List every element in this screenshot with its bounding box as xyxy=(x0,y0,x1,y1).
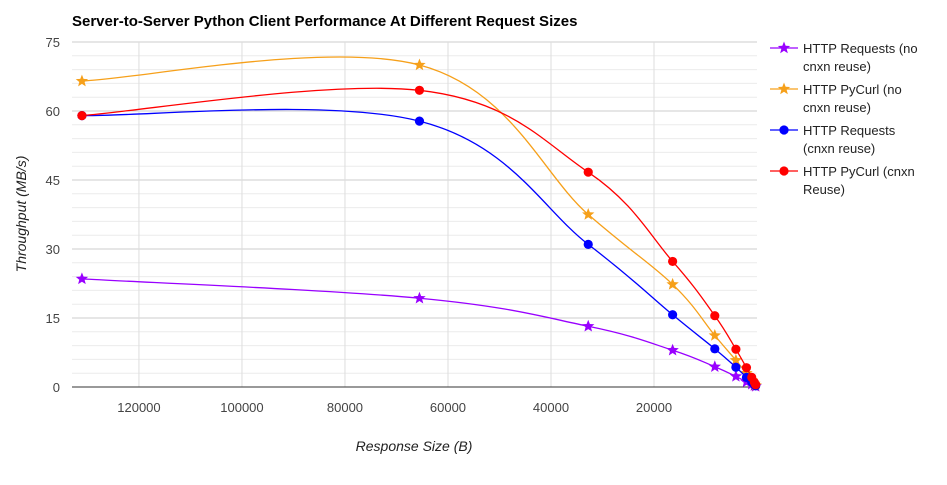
legend-marker xyxy=(777,82,791,95)
x-tick-label: 120000 xyxy=(117,400,160,415)
data-point xyxy=(77,111,87,121)
series-4 xyxy=(77,85,761,390)
data-point xyxy=(731,362,741,372)
data-point xyxy=(583,239,593,249)
legend-label: HTTP Requests xyxy=(803,123,896,138)
data-point xyxy=(710,344,720,354)
data-point xyxy=(731,344,741,354)
legend-item[interactable]: HTTP Requests (cnxn reuse) xyxy=(770,123,896,156)
x-axis-title: Response Size (B) xyxy=(356,438,473,454)
y-tick-label: 60 xyxy=(46,104,60,119)
data-point xyxy=(413,58,426,71)
legend-label: HTTP PyCurl (no xyxy=(803,82,902,97)
legend-label: cnxn reuse) xyxy=(803,59,871,74)
grid xyxy=(72,41,757,387)
legend-marker xyxy=(777,41,791,54)
legend-item[interactable]: HTTP PyCurl (no cnxn reuse) xyxy=(770,82,902,115)
x-tick-label: 40000 xyxy=(533,400,569,415)
legend-label: HTTP PyCurl (cnxn xyxy=(803,164,915,179)
series-group xyxy=(75,56,762,392)
y-tick-label: 0 xyxy=(53,380,60,395)
legend-label: (cnxn reuse) xyxy=(803,141,875,156)
data-point xyxy=(710,311,720,321)
data-point xyxy=(729,369,743,382)
data-point xyxy=(413,291,426,304)
data-point xyxy=(582,319,595,332)
data-point xyxy=(751,380,761,390)
x-tick-label: 20000 xyxy=(636,400,672,415)
data-point xyxy=(75,74,89,87)
data-point xyxy=(582,208,595,220)
x-tick-label: 60000 xyxy=(430,400,466,415)
series-line xyxy=(81,87,757,386)
y-tick-label: 45 xyxy=(46,173,60,188)
data-point xyxy=(729,353,743,366)
data-point xyxy=(414,85,425,95)
y-tick-label: 30 xyxy=(46,242,60,257)
y-tick-label: 15 xyxy=(46,311,60,326)
legend-marker xyxy=(779,166,789,176)
data-point xyxy=(666,277,679,290)
data-point xyxy=(708,360,721,373)
y-tick-label: 75 xyxy=(46,35,60,50)
legend-marker xyxy=(779,125,789,135)
axes: 0 15 30 45 60 75 120000 100000 80000 60000 40000 20… xyxy=(46,35,757,415)
legend-label: HTTP Requests (no xyxy=(803,41,918,56)
series-3 xyxy=(77,108,761,391)
x-tick-label: 100000 xyxy=(220,400,263,415)
data-point xyxy=(414,116,425,126)
y-axis-title: Throughput (MB/s) xyxy=(13,156,29,273)
legend-label: cnxn reuse) xyxy=(803,100,871,115)
legend-label: Reuse) xyxy=(803,182,845,197)
data-point xyxy=(668,310,678,320)
data-point xyxy=(666,343,679,356)
data-point xyxy=(741,363,752,373)
data-point xyxy=(75,272,89,285)
legend-item[interactable]: HTTP Requests (no cnxn reuse) xyxy=(770,41,918,74)
chart-title: Server-to-Server Python Client Performan… xyxy=(72,13,577,30)
data-point xyxy=(740,366,753,379)
series-2 xyxy=(75,56,762,391)
data-point xyxy=(668,256,678,267)
data-point xyxy=(708,328,721,341)
data-point xyxy=(583,167,593,177)
legend-item[interactable]: HTTP PyCurl (cnxn Reuse) xyxy=(770,164,915,197)
x-tick-label: 80000 xyxy=(327,400,363,415)
